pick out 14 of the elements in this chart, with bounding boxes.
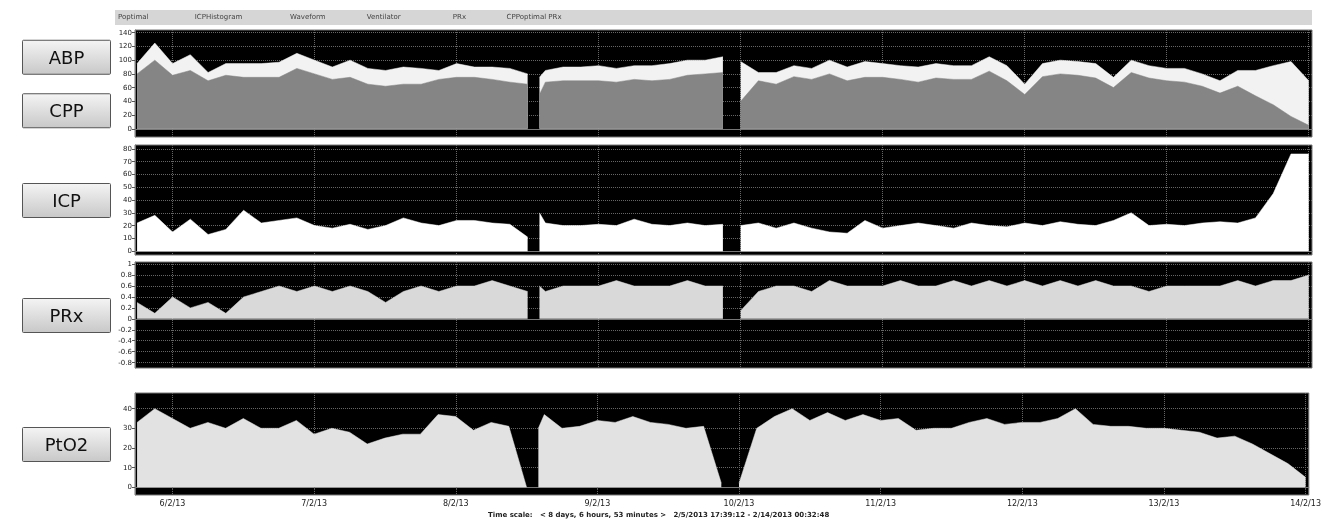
x-tick-label: 13/2/13 bbox=[1148, 498, 1180, 508]
text: PRx bbox=[49, 305, 84, 326]
text: ABP bbox=[48, 46, 85, 68]
x-tick-label: 14/2/13 bbox=[1290, 498, 1321, 508]
x-tick-label: 8/2/13 bbox=[442, 498, 469, 508]
text: ICP bbox=[52, 190, 82, 211]
x-tick-label: 11/2/13 bbox=[865, 498, 897, 508]
x-tick-label: 7/2/13 bbox=[301, 498, 327, 508]
text: CPP bbox=[49, 100, 84, 122]
x-tick-label: 6/2/13 bbox=[159, 498, 186, 508]
text: PtO2 bbox=[44, 434, 89, 455]
x-tick-label: 9/2/13 bbox=[584, 498, 611, 508]
x-tick-label: 10/2/13 bbox=[723, 498, 755, 508]
x-tick-label: 12/2/13 bbox=[1006, 498, 1038, 508]
